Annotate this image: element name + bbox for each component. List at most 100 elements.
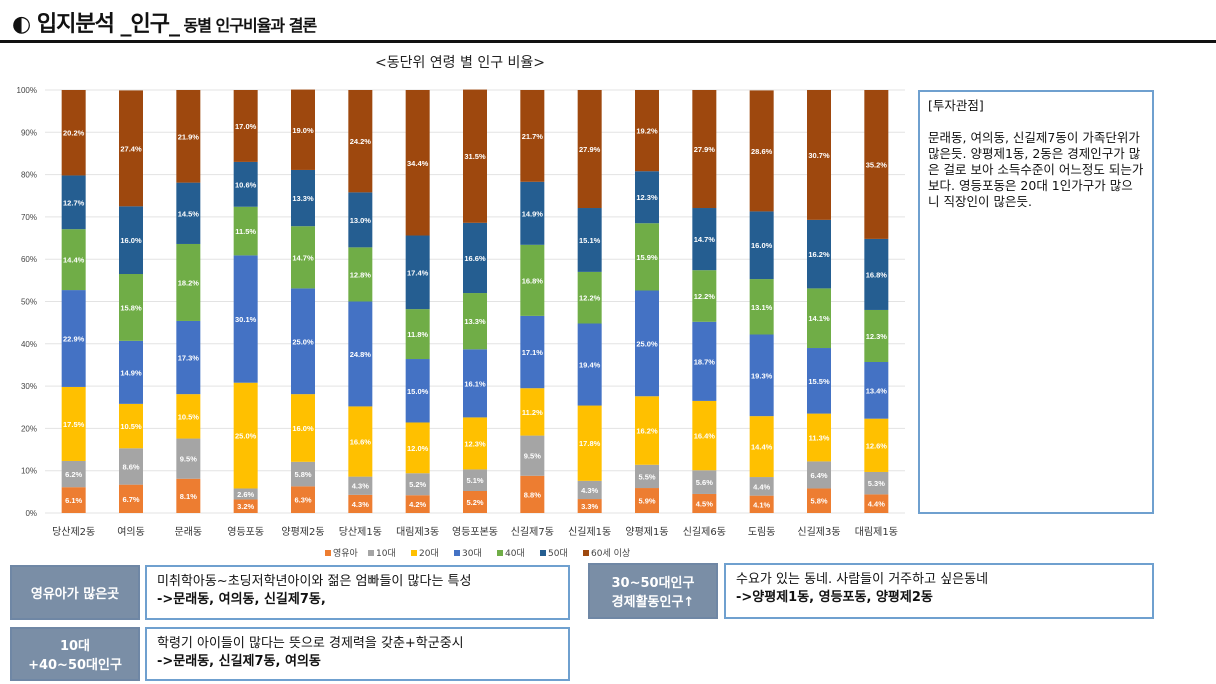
bar-segment [405, 495, 430, 513]
bar-segment [405, 359, 430, 423]
data-label: 9.5% [524, 452, 541, 461]
data-label: 5.8% [810, 497, 827, 506]
bar-segment [233, 206, 258, 256]
data-label: 13.0% [350, 216, 372, 225]
y-tick-label: 50% [21, 298, 37, 307]
data-label: 25.0% [235, 432, 257, 441]
data-label: 11.8% [407, 330, 428, 339]
data-label: 15.8% [120, 303, 142, 312]
legend-swatch [497, 550, 503, 556]
data-label: 21.9% [178, 132, 200, 141]
data-label: 3.2% [237, 502, 254, 511]
bar-segment [119, 90, 143, 207]
data-label: 14.1% [808, 314, 830, 323]
infant-note-line1: 미취학아동~초딩저학년아이와 젊은 엄빠들이 많다는 특성 [157, 574, 472, 589]
data-label: 16.4% [694, 432, 716, 441]
x-tick-label: 당산제1동 [339, 526, 382, 538]
data-label: 12.0% [407, 444, 429, 453]
bar-segment [119, 448, 143, 485]
data-label: 6.7% [122, 495, 139, 504]
bar-segment [405, 90, 430, 236]
legend-label: 영유아 [333, 548, 359, 559]
y-tick-label: 10% [21, 467, 37, 476]
data-label: 4.4% [868, 500, 885, 509]
page-title-main: ◐ 입지분석 _인구_ [12, 12, 180, 37]
insight-body: 문래동, 여의동, 신길제7동이 가족단위가 많은듯. 양평제1동, 2동은 경… [928, 130, 1144, 209]
bar-segment [692, 208, 717, 271]
bar-segment [463, 469, 487, 492]
legend-swatch [583, 550, 589, 556]
data-label: 17.1% [522, 348, 544, 357]
bar-segment [807, 348, 831, 414]
y-tick-label: 40% [21, 340, 37, 349]
data-label: 16.0% [120, 236, 142, 245]
data-label: 4.3% [352, 482, 369, 491]
data-label: 4.3% [352, 500, 369, 509]
bar-segment [233, 255, 258, 383]
bar-segment [692, 90, 717, 209]
data-label: 4.4% [753, 482, 770, 491]
data-label: 16.6% [350, 438, 372, 447]
bar-segment [577, 480, 602, 500]
data-label: 16.2% [808, 250, 830, 259]
bar-segment [807, 413, 831, 462]
bar-segment [692, 400, 717, 471]
bar-segment [61, 175, 86, 230]
bar-segment [864, 418, 889, 472]
page-title-sub: 동별 인구비율과 결론 [178, 16, 318, 35]
legend-label: 60세 이상 [591, 548, 630, 559]
x-tick-label: 대림제1동 [855, 526, 898, 538]
infant-note-line2: ->문래동, 여의동, 신길제7동, [157, 592, 326, 607]
bar-segment [291, 394, 315, 462]
data-label: 13.1% [751, 303, 773, 312]
x-tick-label: 양평제2동 [281, 526, 324, 538]
bar-segment [635, 396, 659, 465]
bar-segment [463, 293, 487, 350]
data-label: 17.5% [63, 420, 85, 429]
data-label: 18.2% [178, 278, 200, 287]
bar-segment [119, 403, 143, 449]
bar-segment [520, 388, 545, 436]
data-label: 27.9% [694, 145, 716, 154]
bar-segment [807, 90, 831, 220]
data-label: 27.9% [579, 145, 601, 154]
infant-note: 미취학아동~초딩저학년아이와 젊은 엄빠들이 많다는 특성 ->문래동, 여의동… [145, 565, 570, 620]
y-tick-label: 60% [21, 255, 37, 264]
data-label: 14.9% [522, 209, 544, 218]
stacked-bar-chart: 0% 10% 20% 30% 40% 50% 60% 70% 80% 90% 100% 6.1% 6.2… [17, 86, 905, 559]
y-tick-label: 100% [17, 86, 37, 95]
bar-segment [807, 288, 831, 349]
data-label: 8.6% [122, 462, 139, 471]
bar-segment [577, 271, 602, 324]
bar-segment [749, 211, 774, 280]
data-label: 22.9% [63, 335, 85, 344]
bar-segment [577, 208, 602, 272]
data-label: 14.4% [63, 256, 85, 265]
data-label: 12.6% [866, 441, 888, 450]
data-label: 15.0% [407, 387, 429, 396]
data-label: 5.2% [409, 480, 426, 489]
bar-segment [291, 288, 315, 395]
data-label: 31.5% [464, 152, 486, 161]
bar-segment [119, 484, 143, 513]
legend-label: 10대 [376, 548, 396, 559]
data-label: 14.7% [694, 235, 716, 244]
data-label: 5.8% [294, 470, 311, 479]
data-label: 14.7% [292, 253, 314, 262]
data-label: 6.2% [65, 470, 82, 479]
legend-label: 20대 [419, 548, 439, 559]
bar-segment [635, 488, 659, 513]
bar-segment [520, 181, 545, 245]
working-note: 수요가 있는 동네. 사람들이 거주하고 싶은동네 ->양평제1동, 영등포동,… [724, 563, 1154, 619]
insight-panel: [투자관점] 문래동, 여의동, 신길제7동이 가족단위가 많은듯. 양평제1동… [918, 90, 1154, 514]
data-label: 4.5% [696, 499, 713, 508]
x-tick-label: 당산제2동 [52, 526, 95, 538]
data-label: 5.9% [638, 497, 655, 506]
working-label-line2: 경제활동인구↑ [611, 595, 695, 610]
data-label: 6.1% [65, 496, 82, 505]
x-tick-label: 도림동 [748, 526, 776, 538]
data-label: 10.6% [235, 180, 257, 189]
bar-segment [61, 460, 86, 488]
bar-segment [749, 495, 774, 513]
bar-segment [520, 315, 545, 389]
